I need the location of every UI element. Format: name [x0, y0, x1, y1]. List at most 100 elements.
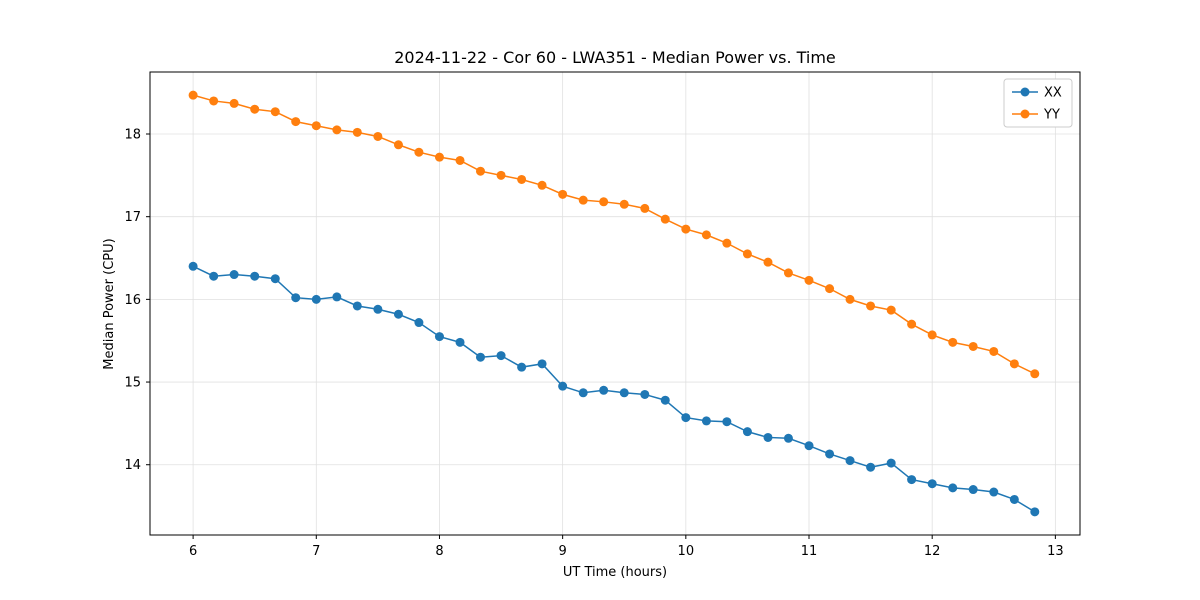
- data-point-marker: [660, 214, 670, 224]
- data-point-marker: [989, 487, 999, 497]
- data-point-marker: [475, 352, 485, 362]
- data-point-marker: [414, 147, 424, 157]
- legend-sample-marker: [1020, 109, 1030, 119]
- data-point-marker: [763, 257, 773, 267]
- plot-area: 6 7 8 9 10 11 12 13 14 15 16 17 18 XX YY: [124, 71, 1081, 559]
- data-point-marker: [886, 458, 896, 468]
- data-point-marker: [393, 309, 403, 319]
- series-line: [192, 94, 1036, 375]
- data-point-marker: [640, 203, 650, 213]
- data-point-marker: [434, 152, 444, 162]
- data-point-marker: [332, 125, 342, 135]
- data-point-marker: [517, 174, 527, 184]
- data-point-marker: [845, 456, 855, 466]
- data-point-marker: [804, 275, 814, 285]
- data-point-marker: [783, 268, 793, 278]
- data-point-marker: [619, 199, 629, 209]
- y-tick-label: 18: [124, 128, 141, 143]
- data-point-marker: [188, 90, 198, 100]
- data-point-marker: [250, 104, 260, 114]
- data-point-marker: [783, 433, 793, 443]
- data-point-marker: [311, 294, 321, 304]
- data-point-marker: [373, 304, 383, 314]
- data-point-marker: [434, 332, 444, 342]
- data-point-marker: [804, 441, 814, 451]
- data-point-marker: [989, 346, 999, 356]
- x-tick-label: 7: [312, 544, 320, 559]
- x-tick-label: 9: [559, 544, 567, 559]
- data-point-marker: [825, 449, 835, 459]
- data-point-marker: [866, 462, 876, 472]
- data-point-marker: [291, 293, 301, 303]
- data-point-marker: [373, 131, 383, 141]
- data-point-marker: [845, 294, 855, 304]
- x-tick-label: 8: [435, 544, 443, 559]
- x-tick-label: 6: [189, 544, 197, 559]
- data-point-marker: [763, 432, 773, 442]
- data-point-marker: [517, 362, 527, 372]
- data-point-marker: [496, 170, 506, 180]
- data-point-marker: [270, 107, 280, 117]
- data-point-marker: [455, 337, 465, 347]
- data-point-marker: [619, 388, 629, 398]
- data-point-marker: [291, 117, 301, 127]
- data-point-marker: [229, 270, 239, 280]
- data-point-marker: [1030, 369, 1040, 379]
- data-point-marker: [968, 485, 978, 495]
- series-XX: [188, 261, 1040, 517]
- data-point-marker: [660, 395, 670, 405]
- y-tick-label: 16: [124, 293, 141, 308]
- data-point-marker: [352, 127, 362, 137]
- data-point-marker: [455, 155, 465, 165]
- data-point-marker: [927, 479, 937, 489]
- data-point-marker: [578, 195, 588, 205]
- y-tick-label: 17: [124, 210, 141, 225]
- data-point-marker: [886, 305, 896, 315]
- data-point-marker: [475, 166, 485, 176]
- data-point-marker: [496, 351, 506, 361]
- y-axis-label: Median Power (CPU): [102, 238, 117, 369]
- data-point-marker: [681, 413, 691, 423]
- data-point-marker: [927, 330, 937, 340]
- ticks: 6 7 8 9 10 11 12 13 14 15 16 17 18: [124, 128, 1063, 559]
- x-axis-label: UT Time (hours): [563, 565, 667, 580]
- data-point-marker: [1030, 507, 1040, 517]
- data-point-marker: [188, 261, 198, 271]
- data-point-marker: [558, 381, 568, 391]
- data-point-marker: [537, 359, 547, 369]
- data-point-marker: [414, 318, 424, 328]
- data-point-marker: [558, 189, 568, 199]
- y-tick-label: 15: [124, 376, 141, 391]
- data-point-marker: [948, 483, 958, 493]
- data-point-marker: [907, 475, 917, 485]
- data-point-marker: [393, 140, 403, 150]
- data-point-marker: [948, 337, 958, 347]
- data-point-marker: [1009, 359, 1019, 369]
- legend-label: XX: [1044, 86, 1062, 101]
- data-point-marker: [866, 301, 876, 311]
- series-line: [192, 265, 1036, 513]
- data-point-marker: [701, 230, 711, 240]
- data-point-marker: [640, 389, 650, 399]
- data-point-marker: [907, 319, 917, 329]
- data-point-marker: [270, 274, 280, 284]
- data-point-marker: [968, 341, 978, 351]
- legend-sample-marker: [1020, 87, 1030, 97]
- data-point-marker: [742, 427, 752, 437]
- data-point-marker: [825, 284, 835, 294]
- series-YY: [188, 90, 1040, 379]
- data-point-marker: [681, 224, 691, 234]
- data-point-marker: [742, 249, 752, 259]
- grid: [150, 72, 1080, 535]
- data-point-marker: [209, 96, 219, 106]
- data-point-marker: [722, 417, 732, 427]
- legend-label: YY: [1043, 108, 1060, 123]
- x-tick-label: 13: [1047, 544, 1064, 559]
- data-point-marker: [1009, 494, 1019, 504]
- x-tick-label: 11: [801, 544, 818, 559]
- data-point-marker: [578, 388, 588, 398]
- data-point-marker: [229, 98, 239, 108]
- data-point-marker: [701, 416, 711, 426]
